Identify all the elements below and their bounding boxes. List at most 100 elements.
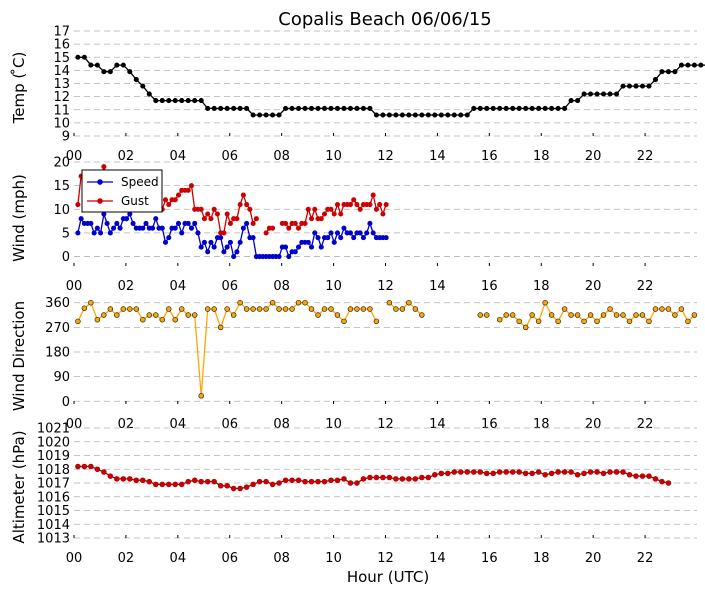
x-tick-label: 16 [481,149,498,164]
data-point-speed [218,235,224,241]
data-point-altimeter [581,470,587,477]
data-point-altimeter [386,474,393,481]
data-point-speed [179,230,185,236]
data-point-speed [334,230,341,236]
data-point-temp [445,112,451,118]
data-point-altimeter [509,469,516,475]
x-tick-label: 12 [377,279,394,294]
data-point-altimeter [529,470,535,477]
data-point-altimeter [613,469,620,475]
x-tick-label: 00 [66,551,83,566]
data-point-direction [620,312,626,318]
x-tick-label: 14 [429,149,446,164]
data-point-temp [133,77,139,83]
data-point-speed [91,230,97,236]
y-tick-label: 15 [53,51,70,66]
data-point-altimeter [432,472,438,478]
data-point-altimeter [347,480,354,486]
data-point-altimeter [211,478,217,485]
data-point-speed [234,249,240,255]
data-point-gust [166,201,172,208]
data-point-gust [214,211,220,217]
data-point-direction [282,306,289,312]
data-point-direction [315,312,321,318]
y-tick-label: 11 [53,103,70,118]
y-axis-label-temp: Temp ( ̊C) [10,52,28,125]
x-tick-label: 02 [118,149,135,164]
data-point-temp [698,62,704,68]
data-point-direction [419,312,425,318]
x-tick-label: 08 [273,551,290,566]
data-point-direction [165,306,172,312]
data-point-direction [691,312,698,318]
data-point-speed [312,230,318,236]
data-point-gust [250,220,256,227]
data-point-temp [270,112,276,118]
data-point-altimeter [406,476,412,482]
y-tick-label: 1015 [37,504,70,519]
data-point-speed [308,244,315,250]
data-point-temp [386,112,392,118]
data-point-speed [328,230,334,236]
data-point-altimeter [659,478,665,485]
data-point-altimeter [393,476,399,482]
data-point-altimeter [535,469,542,475]
data-point-direction [88,299,94,306]
data-point-gust [347,201,354,208]
data-point-gust [370,192,376,198]
x-tick-label: 02 [118,279,135,294]
data-point-gust [208,216,214,222]
data-point-temp [192,98,198,104]
data-point-temp [211,105,217,111]
data-point-speed [159,225,165,231]
y-tick-label: 15 [53,179,70,194]
data-point-direction [341,318,347,325]
data-point-speed [98,230,104,236]
data-point-temp [600,91,607,97]
data-point-speed [331,239,337,245]
data-point-temp [575,98,581,104]
data-point-speed [315,235,321,241]
data-point-altimeter [198,478,204,485]
x-tick-label: 00 [66,149,83,164]
y-tick-label: 360 [45,296,70,311]
data-point-temp [542,105,548,111]
data-point-direction [542,299,548,306]
data-point-altimeter [107,473,114,479]
data-point-altimeter [367,474,373,481]
data-point-direction [607,306,613,312]
data-point-direction [334,312,341,318]
data-point-temp [568,98,574,104]
data-point-direction [685,318,691,325]
data-point-gust [101,164,107,170]
data-point-speed [198,244,204,250]
x-tick-label: 08 [273,417,290,432]
data-point-altimeter [483,470,490,477]
y-tick-label: 10 [53,116,70,131]
data-point-altimeter [153,481,159,488]
data-point-temp [484,105,490,111]
data-point-altimeter [165,481,172,488]
data-point-temp [652,77,659,83]
y-tick-label: 5 [62,226,70,241]
data-point-temp [419,112,425,118]
data-point-altimeter [542,472,548,478]
data-point-direction [198,393,204,399]
data-point-altimeter [217,483,224,489]
x-tick-label: 20 [585,279,602,294]
data-point-direction [652,306,659,312]
data-point-temp [321,105,328,111]
data-point-temp [373,112,379,118]
data-point-speed [305,239,311,245]
data-point-speed [283,244,289,250]
data-point-gust [357,206,363,212]
x-tick-label: 10 [325,417,342,432]
x-tick-label: 20 [585,417,602,432]
data-point-temp [613,91,620,97]
data-point-temp [503,105,509,111]
y-tick-label: 1021 [37,422,70,437]
data-point-temp [127,69,133,75]
data-point-gust [308,216,315,222]
data-point-direction [127,306,133,312]
